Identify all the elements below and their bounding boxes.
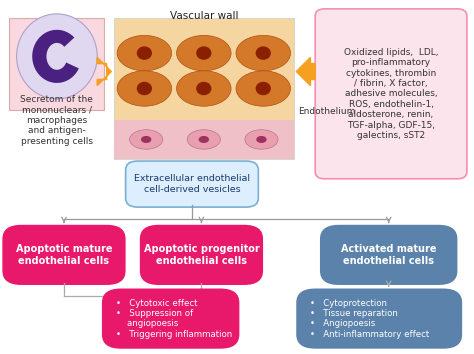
FancyBboxPatch shape [296, 289, 462, 349]
Polygon shape [32, 30, 79, 83]
Text: Extracellular endothelial
cell-derived vesicles: Extracellular endothelial cell-derived v… [134, 175, 250, 194]
Ellipse shape [176, 35, 231, 71]
Ellipse shape [236, 35, 291, 71]
Text: Secretom of the
mononuclears /
macrophages
and antigen-
presenting cells: Secretom of the mononuclears / macrophag… [20, 95, 93, 145]
FancyArrow shape [296, 57, 315, 86]
Ellipse shape [17, 14, 97, 99]
Ellipse shape [141, 136, 151, 143]
Ellipse shape [199, 136, 209, 143]
Ellipse shape [236, 71, 291, 106]
FancyBboxPatch shape [2, 225, 126, 285]
Text: Apoptotic mature
endothelial cells: Apoptotic mature endothelial cells [16, 244, 112, 266]
Ellipse shape [256, 136, 267, 143]
Text: Activated mature
endothelial cells: Activated mature endothelial cells [341, 244, 437, 266]
FancyBboxPatch shape [114, 120, 294, 159]
Ellipse shape [187, 130, 220, 149]
FancyBboxPatch shape [315, 9, 467, 179]
Ellipse shape [117, 71, 172, 106]
Ellipse shape [196, 82, 211, 95]
Ellipse shape [176, 71, 231, 106]
Text: Vascular wall: Vascular wall [170, 11, 238, 21]
Ellipse shape [137, 82, 152, 95]
Ellipse shape [196, 46, 211, 60]
Ellipse shape [255, 82, 271, 95]
FancyArrow shape [97, 57, 111, 86]
Ellipse shape [129, 130, 163, 149]
FancyBboxPatch shape [9, 18, 104, 110]
Text: Endothelium: Endothelium [299, 107, 356, 116]
Text: •   Cytoprotection
•   Tissue reparation
•   Angiopoesis
•   Anti-inflammatory e: • Cytoprotection • Tissue reparation • A… [310, 298, 430, 339]
FancyBboxPatch shape [126, 161, 258, 207]
Ellipse shape [137, 46, 152, 60]
FancyBboxPatch shape [140, 225, 263, 285]
FancyBboxPatch shape [102, 289, 239, 349]
Ellipse shape [245, 130, 278, 149]
FancyBboxPatch shape [114, 18, 294, 159]
Text: Apoptotic progenitor
endothelial cells: Apoptotic progenitor endothelial cells [144, 244, 259, 266]
Text: Oxidized lipids,  LDL,
pro-inflammatory
cytokines, thrombin
/ fibrin, X factor,
: Oxidized lipids, LDL, pro-inflammatory c… [344, 48, 438, 140]
Text: •   Cytotoxic effect
•   Suppression of
    angiopoesis
•   Triggering inflammat: • Cytotoxic effect • Suppression of angi… [116, 298, 232, 339]
Ellipse shape [117, 35, 172, 71]
FancyBboxPatch shape [320, 225, 457, 285]
Ellipse shape [255, 46, 271, 60]
